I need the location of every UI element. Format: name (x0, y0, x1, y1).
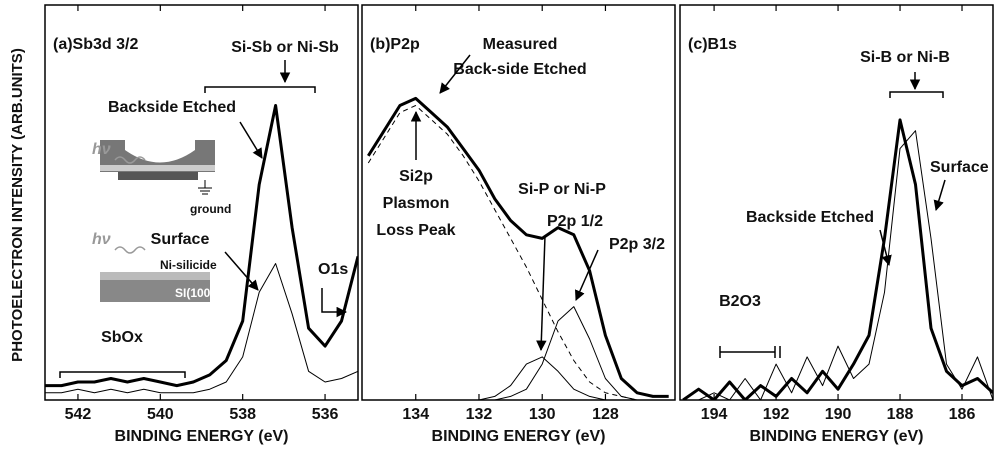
pointer (879, 229, 892, 267)
annotation: Si-B or Ni-B (860, 49, 950, 66)
inset-si (100, 280, 210, 302)
pointer (321, 288, 348, 318)
y-axis-label: PHOTOELECTRON INTENSITY (ARB.UNITS) (9, 48, 26, 362)
x-tick-label: 134 (402, 406, 429, 423)
annotation: SbOx (101, 329, 143, 346)
inset-label: ground (190, 202, 231, 216)
x-tick-label: 192 (763, 406, 790, 423)
x-tick-label: 188 (887, 406, 914, 423)
inset-layer (100, 165, 215, 171)
x-tick-label: 128 (592, 406, 619, 423)
panel-title: (c)B1s (688, 36, 737, 53)
series-label: Surface (151, 231, 210, 248)
x-axis-label: BINDING ENERGY (eV) (432, 428, 606, 445)
plot-frame (44, 4, 359, 401)
x-tick-label: 130 (529, 406, 556, 423)
spectrum-line (45, 263, 358, 394)
x-tick-label: 194 (701, 406, 728, 423)
series-label: Backside Etched (746, 209, 874, 226)
pointer (719, 346, 781, 358)
inset-label: hν (92, 231, 111, 248)
x-tick-label: 540 (147, 406, 174, 423)
inset-label: SI(100) (175, 286, 214, 300)
series-label: Surface (930, 159, 989, 176)
x-tick-label: 186 (949, 406, 976, 423)
spectrum-line (368, 306, 669, 400)
panel-title: (a)Sb3d 3/2 (53, 36, 138, 53)
x-tick-label: 538 (229, 406, 256, 423)
inset-wave (114, 246, 146, 254)
panel: 194 192 190 188 186 BINDING ENERGY (eV) (c)B1s… (679, 4, 994, 445)
plot-frame (679, 4, 994, 401)
inset-ground (198, 180, 212, 195)
annotation: Si2p (399, 168, 433, 185)
panel: 542 540 538 536 BINDING ENERGY (eV) (a)Sb3d 3… (44, 4, 359, 445)
pointer (575, 249, 599, 301)
inset-silicide (100, 272, 210, 280)
x-axis-label: BINDING ENERGY (eV) (750, 428, 924, 445)
pointer (224, 251, 259, 291)
annotation: Si-P or Ni-P (518, 181, 606, 198)
pointer (439, 54, 471, 94)
annotation: B2O3 (719, 293, 761, 310)
inset-base (118, 172, 198, 180)
x-tick-label: 190 (825, 406, 852, 423)
annotation: Plasmon (383, 195, 450, 212)
x-tick-label: 132 (466, 406, 493, 423)
panel-title: (b)P2p (370, 36, 420, 53)
spectrum-line (683, 130, 993, 400)
annotation: P2p 3/2 (609, 236, 665, 253)
annotation: Measured (483, 36, 558, 53)
x-tick-label: 542 (65, 406, 92, 423)
inset-wave (114, 156, 146, 164)
plot-frame (361, 4, 676, 401)
inset-label: Ni-silicide (160, 258, 217, 272)
pointer (889, 91, 944, 98)
spectrum-line (682, 118, 993, 400)
x-tick-label: 536 (312, 406, 339, 423)
spectrum-line (367, 96, 669, 398)
x-axis-label: BINDING ENERGY (eV) (115, 428, 289, 445)
annotation: P2p 1/2 (547, 213, 603, 230)
pointer (204, 86, 316, 93)
pointer (59, 371, 186, 378)
annotation: O1s (318, 261, 348, 278)
pointer (933, 179, 946, 212)
spectrum-line (45, 104, 358, 388)
annotation: Back-side Etched (453, 61, 586, 78)
pointer (239, 121, 263, 159)
inset-sample (100, 140, 215, 172)
panel: 134 132 130 128 BINDING ENERGY (eV) (b)P2p Mea… (361, 4, 676, 445)
annotation: Si-Sb or Ni-Sb (231, 39, 339, 56)
inset-label: hν (92, 141, 111, 158)
annotation: Loss Peak (376, 222, 455, 239)
series-label: Backside Etched (108, 99, 236, 116)
pointer (536, 235, 547, 352)
spectrum-line (368, 356, 669, 400)
